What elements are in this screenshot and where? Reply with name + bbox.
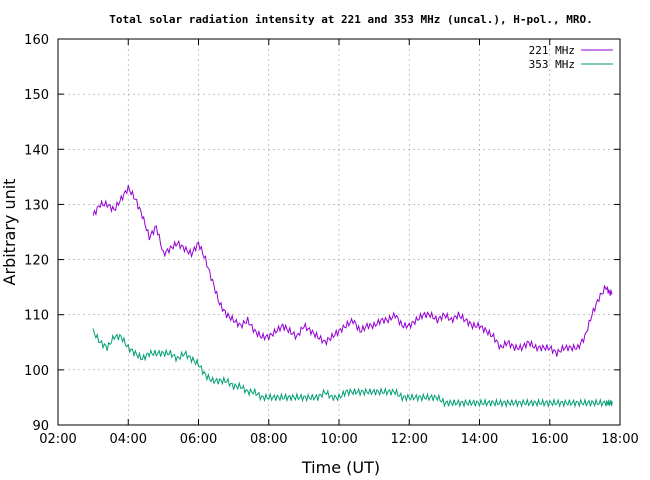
grid bbox=[58, 39, 620, 425]
y-tick-label: 90 bbox=[32, 419, 49, 434]
y-axis-label: Arbitrary unit bbox=[0, 179, 19, 286]
x-tick-label: 16:00 bbox=[531, 432, 568, 447]
y-tick-label: 110 bbox=[24, 309, 49, 324]
legend-label-221: 221 MHz bbox=[529, 44, 575, 57]
x-tick-label: 14:00 bbox=[461, 432, 498, 447]
legend: 221 MHz 353 MHz bbox=[529, 44, 613, 71]
x-tick-label: 18:00 bbox=[601, 432, 638, 447]
axis-ticks: 02:00 04:00 06:00 08:00 10:00 12:00 14:00 16:00… bbox=[24, 33, 639, 447]
x-tick-label: 02:00 bbox=[39, 432, 76, 447]
x-tick-label: 12:00 bbox=[391, 432, 428, 447]
x-tick-label: 08:00 bbox=[250, 432, 287, 447]
legend-label-353: 353 MHz bbox=[529, 58, 575, 71]
y-tick-label: 160 bbox=[24, 33, 49, 48]
x-tick-label: 06:00 bbox=[180, 432, 217, 447]
series-lines bbox=[92, 185, 613, 409]
x-tick-label: 04:00 bbox=[110, 432, 147, 447]
chart-title: Total solar radiation intensity at 221 a… bbox=[109, 13, 592, 26]
x-axis-label: Time (UT) bbox=[301, 458, 380, 477]
y-tick-label: 130 bbox=[24, 198, 49, 213]
plot-border bbox=[57, 38, 621, 426]
y-tick-label: 150 bbox=[24, 88, 49, 103]
x-tick-label: 10:00 bbox=[320, 432, 357, 447]
y-tick-label: 140 bbox=[24, 143, 49, 158]
y-tick-label: 100 bbox=[24, 364, 49, 379]
series-line-1 bbox=[92, 328, 613, 409]
series-line-0 bbox=[92, 185, 613, 357]
y-tick-label: 120 bbox=[24, 254, 49, 269]
